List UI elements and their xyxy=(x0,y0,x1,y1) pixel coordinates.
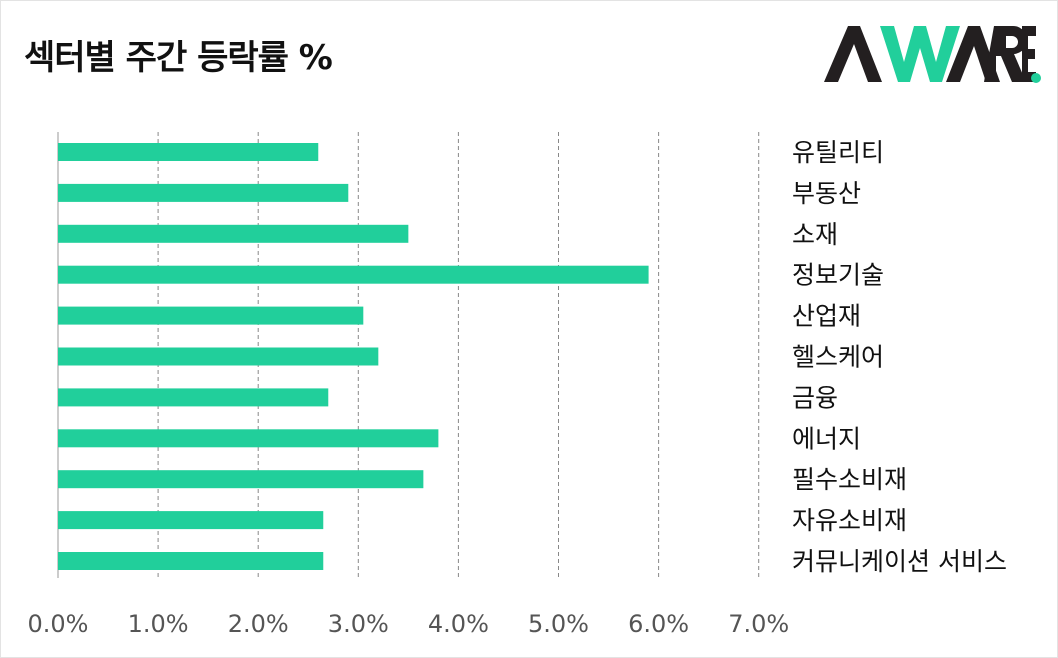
category-label: 산업재 xyxy=(792,302,861,331)
x-tick-label: 0.0% xyxy=(28,610,89,638)
x-tick-label: 4.0% xyxy=(428,610,489,638)
category-label: 금융 xyxy=(792,383,838,412)
bar xyxy=(58,265,649,284)
bar xyxy=(58,388,329,407)
category-label: 필수소비재 xyxy=(792,465,907,494)
bar xyxy=(58,183,349,202)
category-label: 부동산 xyxy=(792,179,861,208)
category-labels: 유틸리티부동산소재정보기술산업재헬스케어금융에너지필수소비재자유소비재커뮤니케이… xyxy=(792,138,1007,576)
bar xyxy=(58,552,324,570)
x-tick-labels: 0.0% 1.0% 2.0% 3.0% 4.0% 5.0% 6.0% 7.0% xyxy=(28,610,790,638)
bar xyxy=(58,429,439,448)
bar xyxy=(58,224,409,243)
category-label: 정보기술 xyxy=(792,261,884,290)
category-label: 소재 xyxy=(792,220,838,249)
category-label: 유틸리티 xyxy=(792,138,884,167)
x-tick-label: 1.0% xyxy=(128,610,189,638)
bar xyxy=(58,143,319,161)
category-label: 커뮤니케이션 서비스 xyxy=(792,547,1007,576)
bars xyxy=(58,143,649,570)
category-label: 에너지 xyxy=(792,424,861,453)
bar xyxy=(58,306,364,325)
chart-title: 섹터별 주간 등락률 % xyxy=(24,38,333,78)
bar xyxy=(58,347,379,366)
category-label: 자유소비재 xyxy=(792,506,907,535)
x-tick-label: 7.0% xyxy=(728,610,789,638)
x-tick-label: 2.0% xyxy=(228,610,289,638)
bar xyxy=(58,470,424,489)
aware-logo xyxy=(824,25,1041,83)
bar xyxy=(58,511,324,530)
x-tick-label: 3.0% xyxy=(328,610,389,638)
x-tick-label: 6.0% xyxy=(628,610,689,638)
category-label: 헬스케어 xyxy=(792,343,884,372)
x-tick-label: 5.0% xyxy=(528,610,589,638)
